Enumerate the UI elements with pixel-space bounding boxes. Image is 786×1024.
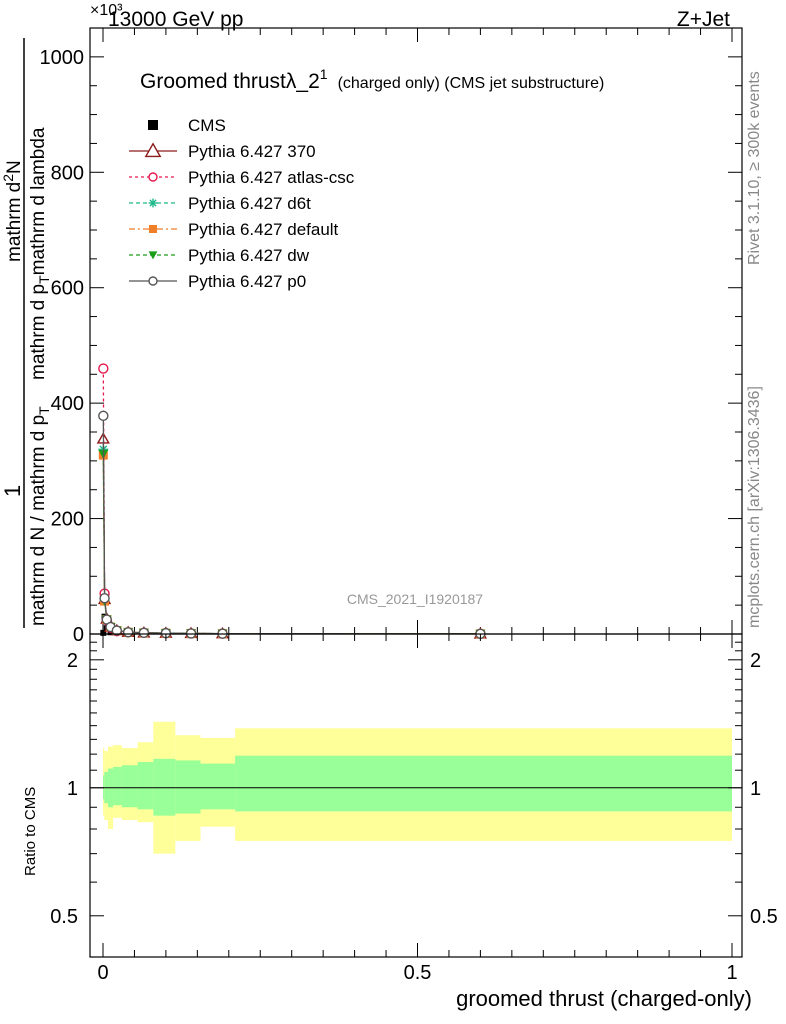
x-tick-label: 1 — [726, 962, 737, 984]
legend-marker — [144, 142, 162, 158]
legend-entry: Pythia 6.427 p0 — [129, 272, 306, 291]
y-tick-label: 0 — [73, 624, 84, 646]
legend-label: Pythia 6.427 default — [188, 220, 339, 239]
ratio-inner-band — [235, 755, 732, 812]
data-point — [98, 363, 109, 374]
ratio-inner-band — [137, 761, 154, 810]
ratio-y-tick-label: 0.5 — [50, 906, 78, 928]
x-tick-label: 0 — [97, 962, 108, 984]
legend-label: CMS — [188, 116, 226, 135]
legend-marker — [148, 172, 158, 182]
y-label-denominator-part2: mathrm d pTmathrm d lambda — [28, 127, 52, 380]
ratio-inner-band — [113, 766, 122, 806]
ratio-y-tick-label: 2 — [67, 650, 78, 672]
ratio-y-tick-label-right: 1 — [750, 778, 761, 800]
ratio-y-tick-label-right: 0.5 — [750, 906, 778, 928]
series-pythia-6-427-dw — [98, 449, 486, 639]
data-point — [98, 410, 109, 422]
series-pythia-6-427-d6t — [98, 444, 486, 639]
ratio-inner-band — [103, 775, 105, 800]
x-axis-label: groomed thrust (charged-only) — [456, 986, 752, 1011]
legend: CMS Pythia 6.427 370 Pythia 6.427 atlas-cs… — [129, 116, 355, 291]
legend-entry: Pythia 6.427 370 — [129, 142, 316, 161]
y-tick-label: 1000 — [40, 47, 85, 69]
series-pythia-6-427-370 — [96, 432, 488, 639]
data-point — [138, 627, 150, 639]
plot-title: Groomed thrustλ_21(charged only) (CMS je… — [140, 66, 604, 93]
legend-entry: Pythia 6.427 d6t — [129, 194, 311, 213]
y-label-numerator-part: mathrm d2N — [0, 160, 25, 262]
legend-marker — [148, 276, 158, 286]
main-y-axis-label: 1 mathrm d N / mathrm d pT mathrm d2N ma… — [0, 38, 52, 628]
legend-label: Pythia 6.427 atlas-csc — [188, 168, 355, 187]
main-plot-area: 0 200 400 600 800 1000 — [40, 27, 743, 646]
data-point — [100, 629, 107, 636]
plot-title-text: Groomed thrustλ_21(charged only) (CMS je… — [140, 66, 604, 93]
x-tick-label: 0.5 — [404, 962, 432, 984]
y-tick-label: 800 — [51, 162, 84, 184]
data-point — [99, 593, 110, 604]
legend-marker — [149, 225, 157, 233]
legend-label: Pythia 6.427 d6t — [188, 194, 311, 213]
y-tick-label: 600 — [51, 278, 84, 300]
series-pythia-6-427-default — [98, 450, 485, 639]
legend-entry: CMS — [148, 116, 226, 135]
data-point — [111, 625, 123, 636]
ratio-y-tick-label-right: 2 — [750, 650, 761, 672]
y-tick-label: 400 — [51, 393, 84, 415]
legend-entry: Pythia 6.427 atlas-csc — [129, 168, 355, 187]
legend-marker — [148, 251, 158, 260]
ratio-inner-band — [121, 765, 138, 808]
y-tick-label: 200 — [51, 509, 84, 531]
analysis-id-label: CMS_2021_I1920187 — [347, 591, 483, 607]
legend-entry: Pythia 6.427 dw — [129, 246, 310, 265]
legend-entry: Pythia 6.427 default — [129, 220, 339, 239]
ratio-plot-area: 0.5 0.5 1 1 2 2 0 0.5 1 — [50, 633, 778, 984]
header-process-label: Z+Jet — [676, 8, 730, 31]
data-point — [122, 627, 134, 638]
legend-marker — [148, 120, 158, 130]
ratio-inner-band — [153, 758, 176, 816]
ratio-y-tick-label: 1 — [67, 778, 78, 800]
legend-label: Pythia 6.427 370 — [188, 142, 316, 161]
legend-label: Pythia 6.427 dw — [188, 246, 310, 265]
legend-label: Pythia 6.427 p0 — [188, 272, 306, 291]
y-exponent-label: ×10³ — [90, 2, 123, 19]
ratio-inner-band — [200, 763, 236, 810]
ratio-plot-frame — [89, 633, 743, 958]
ratio-inner-band — [175, 760, 201, 814]
y-label-denominator-part1: mathrm d N / mathrm d pT — [28, 406, 52, 626]
y-label-numerator: 1 — [0, 485, 25, 497]
header-energy-label: 13000 GeV pp — [108, 8, 244, 31]
legend-marker — [148, 198, 158, 208]
